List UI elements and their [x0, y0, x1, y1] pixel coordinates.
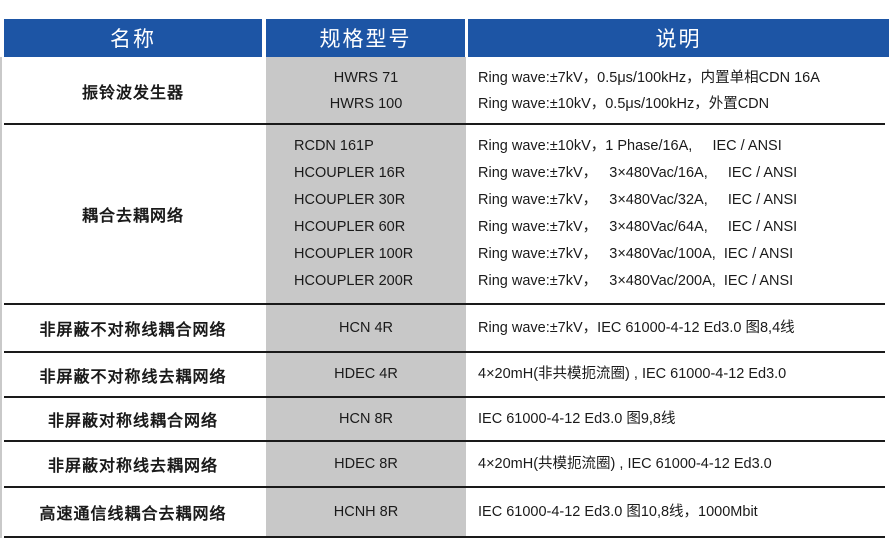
model-cell: HDEC 4R	[266, 352, 466, 397]
model-number: HCN 4R	[339, 319, 393, 336]
description-line: Ring wave:±10kV，0.5μs/100kHz，外置CDN	[478, 95, 770, 112]
product-name: 耦合去耦网络	[81, 208, 184, 225]
model-number: HCOUPLER 60R	[294, 219, 406, 235]
description-line: Ring wave:±7kV，0.5μs/100kHz，内置单相CDN 16A	[478, 69, 820, 86]
model-number: HCOUPLER 30R	[294, 192, 406, 208]
table-row: 高速通信线耦合去耦网络 HCNH 8R IEC 61000-4-12 Ed3.0 图…	[0, 487, 889, 537]
table-row: 非屏蔽不对称线去耦网络 HDEC 4R 4×20mH(非共模扼流圈) , IEC 6…	[0, 352, 889, 397]
description-cell: 4×20mH(非共模扼流圈) , IEC 61000-4-12 Ed3.0	[478, 352, 888, 397]
product-name: 振铃波发生器	[81, 84, 184, 102]
description-line: Ring wave:±7kV， 3×480Vac/100A, IEC / ANS…	[478, 246, 794, 262]
model-cell: HCNH 8R	[266, 487, 466, 537]
table-row: 非屏蔽对称线去耦网络 HDEC 8R 4×20mH(共模扼流圈) , IEC 610…	[0, 441, 889, 487]
row-divider	[4, 303, 885, 305]
model-column-background	[266, 57, 466, 538]
description-line: IEC 61000-4-12 Ed3.0 图9,8线	[478, 410, 676, 427]
model-cell: HCN 4R	[266, 304, 466, 352]
product-name: 高速通信线耦合去耦网络	[39, 506, 227, 523]
model-cell: RCDN 161P HCOUPLER 16R HCOUPLER 30R HCOUPLE…	[266, 124, 466, 304]
description-line: 4×20mH(非共模扼流圈) , IEC 61000-4-12 Ed3.0	[478, 366, 787, 382]
model-number: HCN 8R	[339, 410, 393, 427]
model-number: HCNH 8R	[333, 503, 399, 520]
table-row: 非屏蔽不对称线耦合网络 HCN 4R Ring wave:±7kV，IEC 6100…	[0, 304, 889, 352]
row-divider	[4, 440, 885, 442]
model-cell: HWRS 71 HWRS 100	[266, 57, 466, 124]
header-description: 说明	[468, 19, 889, 57]
product-name: 非屏蔽不对称线去耦网络	[39, 368, 227, 386]
model-number: HWRS 100	[329, 95, 403, 112]
model-cell: HCN 8R	[266, 397, 466, 441]
model-number: HDEC 8R	[334, 455, 398, 472]
table-row: 耦合去耦网络 RCDN 161P HCOUPLER 16R HCOUPLER 30R H…	[0, 124, 889, 304]
description-cell: Ring wave:±7kV，0.5μs/100kHz，内置单相CDN 16A R…	[478, 57, 888, 124]
header-model: 规格型号	[266, 19, 465, 57]
product-name: 非屏蔽对称线耦合网络	[47, 413, 218, 430]
description-line: Ring wave:±7kV， 3×480Vac/64A, IEC / ANSI	[478, 219, 798, 235]
description-line: Ring wave:±7kV， 3×480Vac/16A, IEC / ANSI	[478, 165, 798, 181]
model-number: HCOUPLER 100R	[294, 246, 414, 262]
description-cell: Ring wave:±7kV，IEC 61000-4-12 Ed3.0 图8,4…	[478, 304, 888, 352]
product-name: 非屏蔽不对称线耦合网络	[39, 322, 227, 339]
left-border	[0, 57, 2, 538]
description-line: Ring wave:±7kV， 3×480Vac/200A, IEC / ANS…	[478, 273, 794, 289]
row-divider	[4, 486, 885, 488]
description-cell: IEC 61000-4-12 Ed3.0 图9,8线	[478, 397, 888, 441]
model-number: HWRS 71	[333, 69, 399, 86]
row-divider	[4, 536, 885, 538]
row-divider	[4, 351, 885, 353]
row-divider	[4, 396, 885, 398]
table-row: 非屏蔽对称线耦合网络 HCN 8R IEC 61000-4-12 Ed3.0 图9,…	[0, 397, 889, 441]
description-line: Ring wave:±7kV，IEC 61000-4-12 Ed3.0 图8,4…	[478, 319, 795, 336]
description-cell: 4×20mH(共模扼流圈) , IEC 61000-4-12 Ed3.0	[478, 441, 888, 487]
description-line: IEC 61000-4-12 Ed3.0 图10,8线，1000Mbit	[478, 503, 758, 520]
table-row: 振铃波发生器 HWRS 71 HWRS 100 Ring wave:±7kV，0.5μ…	[0, 57, 889, 124]
description-cell: IEC 61000-4-12 Ed3.0 图10,8线，1000Mbit	[478, 487, 888, 537]
model-number: HDEC 4R	[334, 366, 398, 382]
description-cell: Ring wave:±10kV，1 Phase/16A, IEC / ANSI R…	[478, 124, 888, 304]
description-line: Ring wave:±10kV，1 Phase/16A, IEC / ANSI	[478, 138, 782, 154]
description-line: 4×20mH(共模扼流圈) , IEC 61000-4-12 Ed3.0	[478, 455, 772, 472]
row-divider	[4, 123, 885, 125]
description-line: Ring wave:±7kV， 3×480Vac/32A, IEC / ANSI	[478, 192, 798, 208]
product-name: 非屏蔽对称线去耦网络	[47, 458, 218, 475]
header-name: 名称	[4, 19, 262, 57]
model-number: HCOUPLER 16R	[294, 165, 406, 181]
model-number: RCDN 161P	[294, 138, 374, 154]
model-cell: HDEC 8R	[266, 441, 466, 487]
model-number: HCOUPLER 200R	[294, 273, 414, 289]
